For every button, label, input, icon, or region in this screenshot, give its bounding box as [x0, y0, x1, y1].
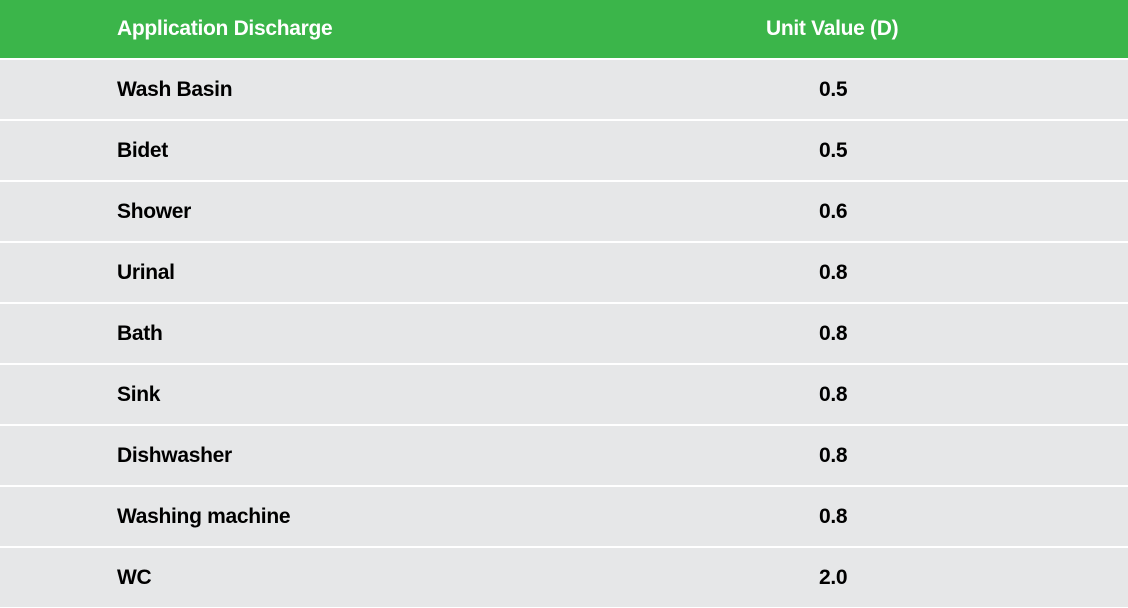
row-unit-value: 0.6: [819, 199, 848, 223]
row-unit-value: 0.5: [819, 138, 848, 162]
row-unit-value: 0.5: [819, 77, 848, 101]
table-row: Bath 0.8: [0, 304, 1128, 363]
table-row: Urinal 0.8: [0, 243, 1128, 302]
header-application-discharge: Application Discharge: [117, 17, 333, 40]
table-row: Shower 0.6: [0, 182, 1128, 241]
table-row: Bidet 0.5: [0, 121, 1128, 180]
row-application-name: Bath: [117, 321, 163, 345]
row-application-name: WC: [117, 565, 152, 589]
row-unit-value: 0.8: [819, 443, 848, 467]
row-unit-value: 2.0: [819, 565, 848, 589]
row-application-name: Sink: [117, 382, 161, 406]
row-application-name: Shower: [117, 199, 192, 223]
table-row: WC 2.0: [0, 548, 1128, 607]
table-row: Wash Basin 0.5: [0, 60, 1128, 119]
table-row: Dishwasher 0.8: [0, 426, 1128, 485]
row-unit-value: 0.8: [819, 321, 848, 345]
header-unit-value: Unit Value (D): [766, 17, 899, 40]
row-application-name: Bidet: [117, 138, 169, 162]
row-application-name: Washing machine: [117, 504, 291, 528]
row-application-name: Urinal: [117, 260, 175, 284]
row-unit-value: 0.8: [819, 260, 848, 284]
row-application-name: Dishwasher: [117, 443, 232, 467]
row-application-name: Wash Basin: [117, 77, 233, 101]
table-row: Washing machine 0.8: [0, 487, 1128, 546]
row-unit-value: 0.8: [819, 504, 848, 528]
table-header-row: Application Discharge Unit Value (D): [0, 0, 1128, 58]
row-unit-value: 0.8: [819, 382, 848, 406]
table-row: Sink 0.8: [0, 365, 1128, 424]
